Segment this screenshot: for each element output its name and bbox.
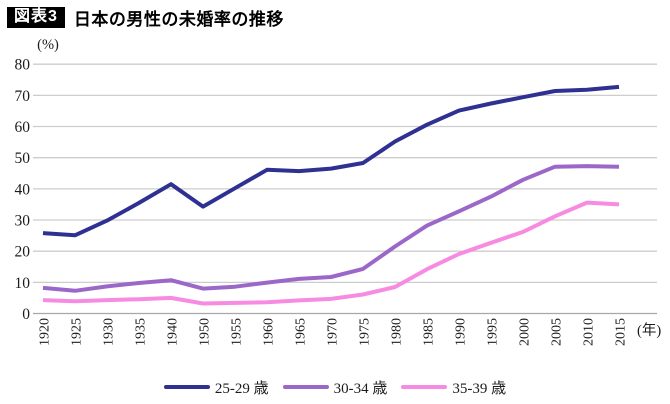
x-tick-label-2015: 2015	[614, 318, 629, 346]
series-line-25-29歳	[42, 84, 620, 238]
x-tick-label-1975: 1975	[358, 318, 373, 346]
page-title: 日本の男性の未婚率の推移	[73, 10, 284, 29]
legend-swatch-icon	[163, 385, 210, 389]
x-axis-unit-label: (年)	[637, 322, 661, 339]
y-tick-label-0: 0	[22, 306, 30, 323]
x-tick-label-1955: 1955	[230, 318, 245, 346]
x-tick-label-1935: 1935	[134, 318, 149, 346]
legend-swatch-icon	[282, 385, 329, 389]
figure-number-badge: 図表3	[7, 7, 65, 28]
legend-item-25-29歳: 25-29 歳	[163, 377, 269, 398]
x-tick-label-1990: 1990	[454, 318, 469, 346]
x-tick-label-2005: 2005	[550, 318, 565, 346]
x-tick-label-2010: 2010	[582, 318, 597, 346]
x-tick-label-1965: 1965	[294, 318, 309, 346]
y-tick-label-80: 80	[15, 57, 31, 74]
y-tick-label-70: 70	[15, 88, 31, 105]
x-tick-label-1985: 1985	[422, 318, 437, 346]
legend-label: 35-39 歳	[452, 380, 507, 397]
x-tick-label-2000: 2000	[518, 318, 533, 346]
x-tick-label-1940: 1940	[166, 318, 181, 346]
y-tick-label-10: 10	[15, 275, 31, 292]
y-tick-label-30: 30	[15, 213, 31, 230]
x-tick-label-1950: 1950	[198, 318, 213, 346]
x-tick-label-1980: 1980	[390, 318, 405, 346]
x-tick-label-1995: 1995	[486, 318, 501, 346]
x-tick-label-1960: 1960	[262, 318, 277, 346]
x-tick-label-1925: 1925	[70, 318, 85, 346]
legend-item-35-39歳: 35-39 歳	[401, 377, 506, 398]
x-tick-label-1930: 1930	[102, 318, 117, 346]
legend-swatch-icon	[401, 385, 448, 389]
unmarried-rate-line-chart: 0 10 20 30 40 50 60 70 80 (%) 1920 1925 1930 1935 1940…	[15, 37, 662, 346]
title-row: 図表3 日本の男性の未婚率の推移	[7, 5, 284, 30]
x-tick-label-1970: 1970	[326, 318, 341, 346]
legend-item-30-34歳: 30-34 歳	[282, 377, 388, 398]
series-line-30-34歳	[42, 164, 620, 293]
y-tick-label-20: 20	[15, 244, 31, 261]
chart-legend: 25-29 歳 30-34 歳 35-39 歳	[0, 377, 670, 397]
legend-label: 30-34 歳	[333, 380, 388, 397]
y-tick-label-60: 60	[15, 119, 31, 136]
series-line-35-39歳	[42, 200, 620, 306]
y-tick-label-50: 50	[15, 150, 31, 167]
x-tick-label-1920: 1920	[38, 318, 53, 346]
y-axis-unit-label: (%)	[37, 37, 59, 53]
legend-label: 25-29 歳	[214, 380, 269, 397]
y-tick-label-40: 40	[15, 181, 31, 198]
